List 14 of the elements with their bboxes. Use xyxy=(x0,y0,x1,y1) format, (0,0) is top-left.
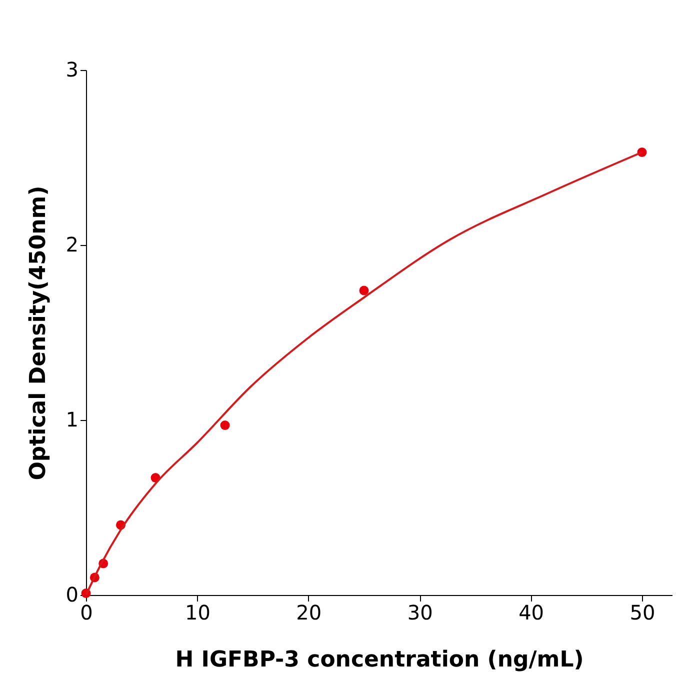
y-tick-label: 2 xyxy=(66,232,78,256)
y-tick-label: 0 xyxy=(66,582,78,606)
x-tick-label: 0 xyxy=(80,600,93,624)
y-axis-title: Optical Density(450nm) xyxy=(26,186,51,480)
x-tick-label: 10 xyxy=(184,600,210,624)
point xyxy=(220,420,230,430)
y-tick-label: 1 xyxy=(66,408,78,432)
x-axis-title: H IGFBP-3 concentration (ng/mL) xyxy=(175,648,584,672)
point xyxy=(359,286,369,296)
x-tick-label: 20 xyxy=(296,600,322,624)
x-tick-label: 50 xyxy=(630,600,656,624)
y-tick-label: 3 xyxy=(66,58,78,82)
x-tick-label: 30 xyxy=(407,600,433,624)
x-tick-label: 40 xyxy=(518,600,544,624)
